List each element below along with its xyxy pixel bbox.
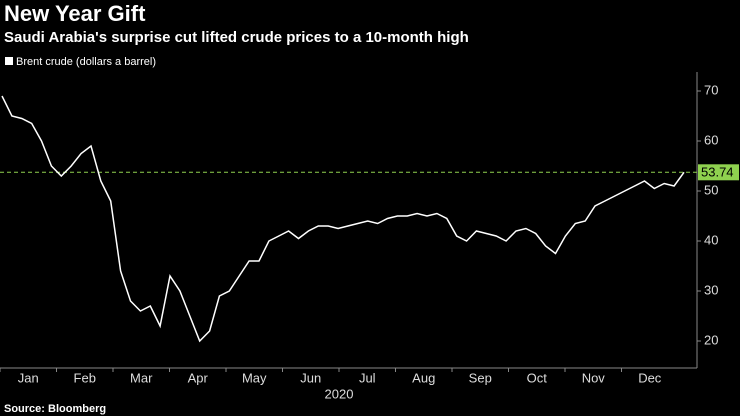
x-tick-label: Sep	[469, 370, 492, 385]
y-tick-label: 40	[704, 232, 718, 247]
x-tick-label: Feb	[74, 370, 96, 385]
value-label-box	[698, 164, 739, 181]
x-tick-label: Oct	[527, 370, 548, 385]
x-tick-label: Jul	[359, 370, 376, 385]
chart-subtitle: Saudi Arabia's surprise cut lifted crude…	[4, 29, 469, 46]
legend-swatch	[5, 57, 13, 65]
x-tick-label: Jan	[18, 370, 39, 385]
legend-label: Brent crude (dollars a barrel)	[16, 56, 156, 68]
y-tick-label: 60	[704, 132, 718, 147]
chart-title: New Year Gift	[4, 1, 146, 26]
y-tick-label: 20	[704, 332, 718, 347]
x-tick-label: Jun	[300, 370, 321, 385]
y-tick-label: 30	[704, 282, 718, 297]
source: Source: Bloomberg	[4, 403, 106, 415]
x-tick-label: Apr	[188, 370, 209, 385]
y-tick-label: 70	[704, 82, 718, 97]
x-group-label: 2020	[325, 386, 354, 401]
value-label: 53.74	[701, 165, 734, 180]
x-tick-label: Mar	[130, 370, 153, 385]
y-tick-label: 50	[704, 182, 718, 197]
x-tick-label: Dec	[638, 370, 662, 385]
x-tick-label: Nov	[582, 370, 606, 385]
x-tick-label: May	[242, 370, 267, 385]
x-tick-label: Aug	[412, 370, 435, 385]
price-line	[1, 95, 685, 343]
